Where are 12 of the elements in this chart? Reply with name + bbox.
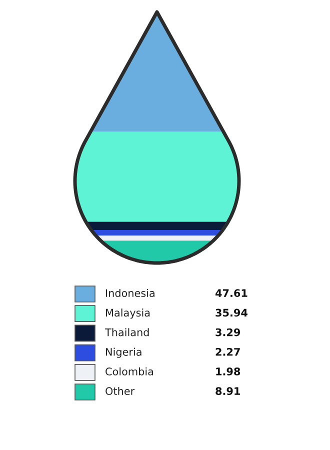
data-label: 8.91 xyxy=(216,387,240,396)
category-label: Thailand xyxy=(104,328,149,336)
data-label: 2.27 xyxy=(216,348,240,356)
category-label: Indonesia xyxy=(106,288,154,298)
data-label: 3.29 xyxy=(216,328,240,336)
category-label: Colombia xyxy=(106,367,154,376)
category-label: Nigeria xyxy=(106,348,142,358)
data-label: 47.61 xyxy=(215,289,248,298)
data-label: 35.94 xyxy=(216,308,248,317)
category-label: Other xyxy=(106,386,135,396)
category-label: Malaysia xyxy=(106,308,150,319)
data-label: 1.98 xyxy=(216,368,240,376)
